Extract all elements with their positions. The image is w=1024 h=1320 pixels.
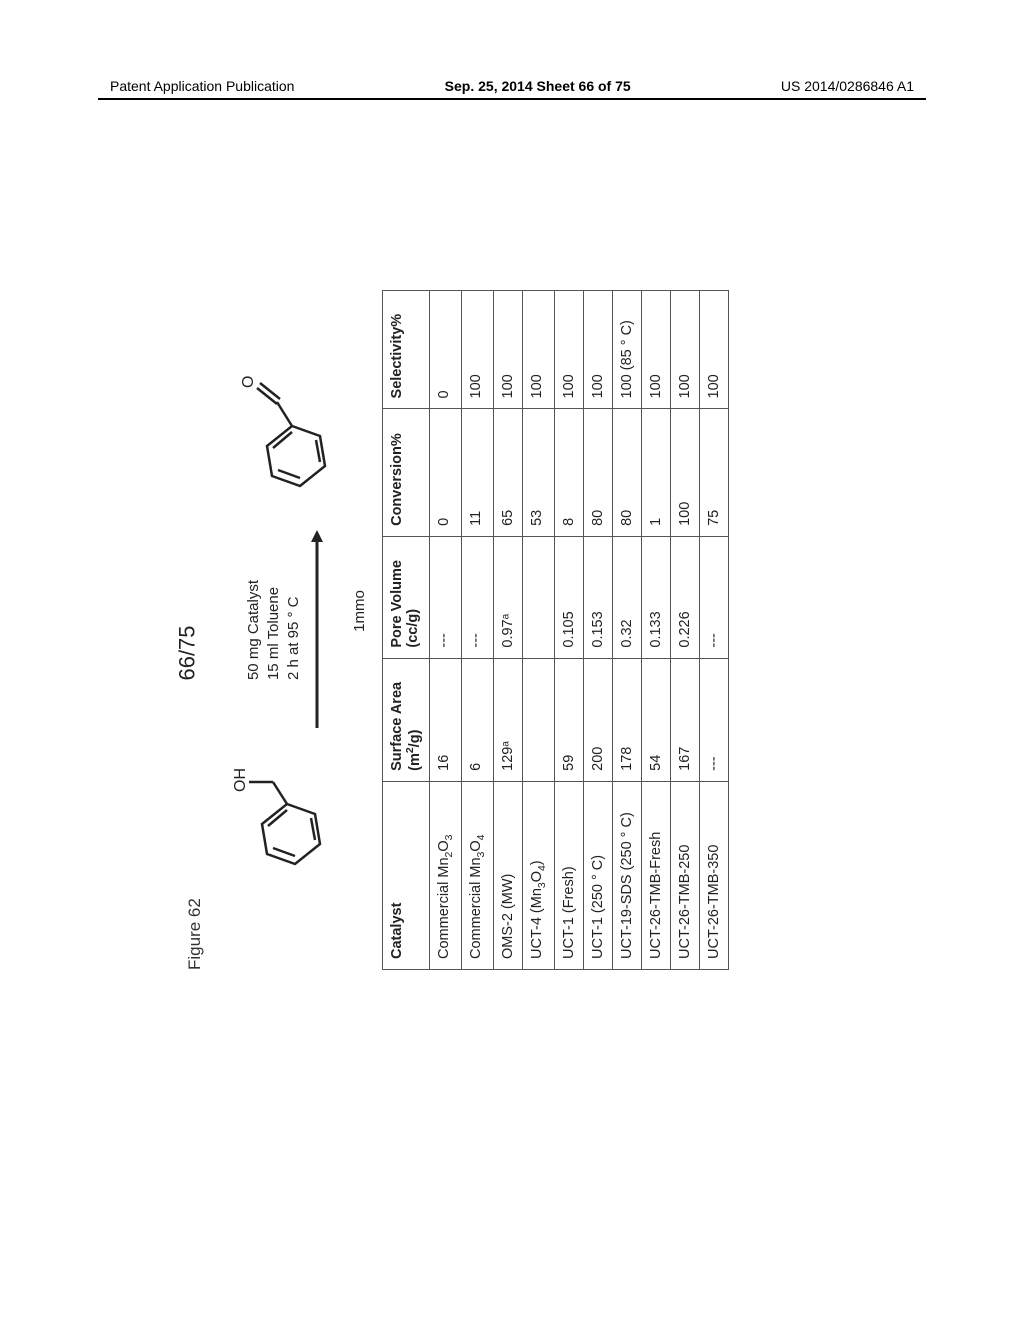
table-cell: 54: [641, 658, 670, 781]
table-row: Commercial Mn2O316---00: [429, 291, 461, 970]
table-cell: 59: [554, 658, 583, 781]
cond-line-2: 15 ml Toluene: [264, 580, 284, 680]
table-cell: 0.133: [641, 536, 670, 658]
header-right: US 2014/0286846 A1: [781, 78, 914, 94]
table-cell: 1: [641, 409, 670, 536]
table-cell: ---: [699, 658, 728, 781]
header-rule: [98, 98, 926, 100]
table-row: UCT-26-TMB-Fresh540.1331100: [641, 291, 670, 970]
table-cell: UCT-26-TMB-250: [670, 781, 699, 969]
table-cell: 0.97ᵃ: [493, 536, 522, 658]
table-cell: 16: [429, 658, 461, 781]
col-conversion: Conversion%: [383, 409, 430, 536]
table-row: UCT-4 (Mn3O4) 53100: [522, 291, 554, 970]
table-body: Commercial Mn2O316---00Commercial Mn3O46…: [429, 291, 728, 970]
table-cell: 100: [493, 291, 522, 409]
table-row: UCT-26-TMB-350------75100: [699, 291, 728, 970]
table-cell: [522, 536, 554, 658]
table-cell: 80: [612, 409, 641, 536]
figure-label: Figure 62: [185, 290, 205, 970]
table-cell: OMS-2 (MW): [493, 781, 522, 969]
header-center: Sep. 25, 2014 Sheet 66 of 75: [445, 78, 631, 94]
table-cell: 8: [554, 409, 583, 536]
table-cell: 167: [670, 658, 699, 781]
table-cell: 200: [583, 658, 612, 781]
table-cell: UCT-4 (Mn3O4): [522, 781, 554, 969]
table-cell: 100: [670, 409, 699, 536]
table-cell: 65: [493, 409, 522, 536]
carbonyl-o-label: O: [240, 376, 257, 388]
table-cell: UCT-19-SDS (250 ° C): [612, 781, 641, 969]
table-cell: 100: [641, 291, 670, 409]
table-row: UCT-1 (Fresh)590.1058100: [554, 291, 583, 970]
figure-content: Figure 62 OH 50 mg Catalyst 15 ml Toluen…: [185, 290, 945, 970]
table-cell: 80: [583, 409, 612, 536]
table-cell: 75: [699, 409, 728, 536]
table-cell: UCT-1 (Fresh): [554, 781, 583, 969]
oh-label: OH: [232, 768, 249, 792]
table-cell: ---: [699, 536, 728, 658]
table-cell: UCT-26-TMB-350: [699, 781, 728, 969]
benzyl-alcohol-icon: OH: [225, 754, 345, 884]
table-row: Commercial Mn3O46---11100: [461, 291, 493, 970]
col-pore-volume: Pore Volume(cc/g): [383, 536, 430, 658]
table-cell: 53: [522, 409, 554, 536]
table-cell: ---: [461, 536, 493, 658]
catalyst-table: Catalyst Surface Area(m2/g) Pore Volume(…: [382, 290, 729, 970]
amount-label: 1mmo: [351, 290, 368, 932]
table-row: OMS-2 (MW)129ᵃ0.97ᵃ65100: [493, 291, 522, 970]
col-catalyst: Catalyst: [383, 781, 430, 969]
table-cell: 100: [670, 291, 699, 409]
table-cell: 0: [429, 291, 461, 409]
table-row: UCT-26-TMB-2501670.226100100: [670, 291, 699, 970]
table-cell: 11: [461, 409, 493, 536]
benzaldehyde-icon: O: [225, 376, 345, 506]
col-surface-area: Surface Area(m2/g): [383, 658, 430, 781]
header-left: Patent Application Publication: [110, 78, 294, 94]
patent-header: Patent Application Publication Sep. 25, …: [0, 78, 1024, 94]
table-cell: 100: [554, 291, 583, 409]
col-selectivity: Selectivity%: [383, 291, 430, 409]
table-cell: 0.153: [583, 536, 612, 658]
table-cell: Commercial Mn2O3: [429, 781, 461, 969]
table-row: UCT-1 (250 ° C)2000.15380100: [583, 291, 612, 970]
table-cell: 100: [699, 291, 728, 409]
table-cell: 0.105: [554, 536, 583, 658]
table-cell: UCT-26-TMB-Fresh: [641, 781, 670, 969]
table-cell: [522, 658, 554, 781]
table-cell: 100: [461, 291, 493, 409]
table-cell: 100 (85 ° C): [612, 291, 641, 409]
table-cell: 0: [429, 409, 461, 536]
table-cell: 178: [612, 658, 641, 781]
table-cell: 0.226: [670, 536, 699, 658]
table-cell: 100: [583, 291, 612, 409]
reaction-conditions: 50 mg Catalyst 15 ml Toluene 2 h at 95 °…: [244, 580, 305, 680]
arrow-icon: [308, 530, 326, 730]
table-cell: ---: [429, 536, 461, 658]
table-header-row: Catalyst Surface Area(m2/g) Pore Volume(…: [383, 291, 430, 970]
table-row: UCT-19-SDS (250 ° C)1780.3280100 (85 ° C…: [612, 291, 641, 970]
table-cell: 0.32: [612, 536, 641, 658]
table-cell: Commercial Mn3O4: [461, 781, 493, 969]
table-cell: 129ᵃ: [493, 658, 522, 781]
cond-line-3: 2 h at 95 ° C: [284, 580, 304, 680]
reaction-scheme: OH 50 mg Catalyst 15 ml Toluene 2 h at 9…: [225, 290, 345, 970]
table-cell: 6: [461, 658, 493, 781]
table-cell: UCT-1 (250 ° C): [583, 781, 612, 969]
reaction-arrow-block: 50 mg Catalyst 15 ml Toluene 2 h at 95 °…: [244, 530, 327, 730]
table-cell: 100: [522, 291, 554, 409]
cond-line-1: 50 mg Catalyst: [244, 580, 264, 680]
